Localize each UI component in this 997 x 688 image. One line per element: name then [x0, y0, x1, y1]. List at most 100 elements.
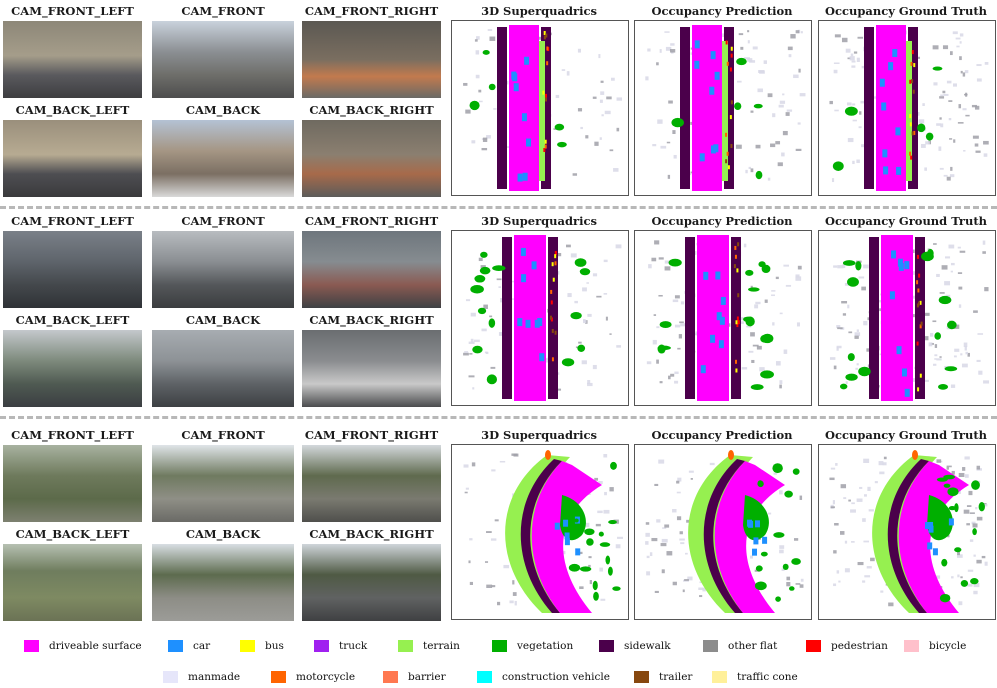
legend-swatch [24, 640, 39, 652]
camera-image-cam-front-right [302, 231, 441, 308]
occupancy-render [463, 235, 622, 401]
camera-label: CAM_BACK_RIGHT [309, 313, 434, 327]
camera-label: CAM_BACK_LEFT [15, 313, 130, 327]
camera-image-cam-back [152, 330, 294, 407]
camera-image-cam-front [152, 21, 294, 98]
legend-item: motorcycle [271, 671, 355, 683]
camera-label: CAM_FRONT [181, 428, 265, 442]
legend-swatch [163, 671, 178, 683]
camera-image-cam-back [152, 120, 294, 197]
camera-image-cam-back-right [302, 120, 441, 197]
camera-label: CAM_BACK_RIGHT [309, 527, 434, 541]
legend-swatch [634, 671, 649, 683]
camera-image-cam-front-right [302, 445, 441, 522]
occupancy-render [645, 25, 806, 191]
camera-label: CAM_FRONT [181, 4, 265, 18]
camera-label: CAM_FRONT_RIGHT [304, 428, 439, 442]
legend-label: traffic cone [737, 671, 798, 683]
panel-title: 3D Superquadrics [481, 428, 597, 442]
legend-item: pedestrian [806, 640, 888, 652]
legend-label: manmade [188, 671, 241, 683]
legend-label: truck [339, 640, 368, 652]
row-divider [0, 206, 997, 209]
panel-title: Occupancy Prediction [651, 428, 793, 442]
camera-image-cam-front-left [3, 21, 142, 98]
legend-item: traffic cone [712, 671, 798, 683]
legend-label: other flat [728, 640, 778, 652]
camera-label: CAM_FRONT_LEFT [11, 214, 134, 228]
legend-swatch [477, 671, 492, 683]
legend-swatch [398, 640, 413, 652]
camera-image-cam-back-right [302, 330, 441, 407]
panel-title: Occupancy Ground Truth [824, 214, 988, 228]
camera-image-cam-back [152, 544, 294, 621]
legend-item: construction vehicle [477, 671, 610, 683]
legend-swatch [492, 640, 507, 652]
occupancy-panel-occupancy-ground-truth [818, 20, 996, 196]
legend-item: driveable surface [24, 640, 142, 652]
legend-label: car [193, 640, 211, 652]
occupancy-panel-occupancy-prediction [634, 230, 812, 406]
legend-swatch [599, 640, 614, 652]
camera-label: CAM_BACK [185, 313, 261, 327]
legend-swatch [168, 640, 183, 652]
camera-image-cam-front-left [3, 231, 142, 308]
occupancy-render [829, 235, 990, 401]
legend-label: bicycle [929, 640, 967, 652]
occupancy-render [645, 450, 804, 613]
legend-item: vegetation [492, 640, 573, 652]
occupancy-panel-occupancy-prediction [634, 20, 812, 196]
legend-item: truck [314, 640, 367, 652]
legend-label: bus [265, 640, 284, 652]
camera-label: CAM_BACK_RIGHT [309, 103, 434, 117]
legend-item: bicycle [904, 640, 966, 652]
occupancy-render [829, 450, 988, 613]
occupancy-panel-3d-superquadrics [451, 20, 629, 196]
panel-title: Occupancy Ground Truth [824, 4, 988, 18]
legend-label: vegetation [517, 640, 574, 652]
legend-item: bus [240, 640, 284, 652]
legend-swatch [712, 671, 727, 683]
camera-label: CAM_BACK [185, 527, 261, 541]
occupancy-render [829, 25, 989, 191]
occupancy-render [646, 235, 802, 401]
legend-label: barrier [408, 671, 446, 683]
row-divider [0, 416, 997, 419]
legend-swatch [314, 640, 329, 652]
camera-image-cam-front-right [302, 21, 441, 98]
legend-swatch [383, 671, 398, 683]
legend-label: construction vehicle [502, 671, 610, 683]
occupancy-panel-3d-superquadrics [451, 444, 629, 620]
camera-label: CAM_BACK [185, 103, 261, 117]
legend-swatch [703, 640, 718, 652]
camera-image-cam-back-right [302, 544, 441, 621]
legend-item: car [168, 640, 210, 652]
panel-title: 3D Superquadrics [481, 4, 597, 18]
camera-label: CAM_FRONT [181, 214, 265, 228]
occupancy-panel-occupancy-ground-truth [818, 230, 996, 406]
legend-label: trailer [659, 671, 693, 683]
panel-title: Occupancy Ground Truth [824, 428, 988, 442]
camera-label: CAM_FRONT_LEFT [11, 4, 134, 18]
camera-label: CAM_FRONT_RIGHT [304, 4, 439, 18]
occupancy-render [463, 450, 623, 613]
legend-label: motorcycle [296, 671, 356, 683]
camera-label: CAM_BACK_LEFT [15, 527, 130, 541]
legend-swatch [271, 671, 286, 683]
legend-label: driveable surface [49, 640, 142, 652]
camera-image-cam-back-left [3, 544, 142, 621]
occupancy-render [463, 25, 623, 191]
legend-item: barrier [383, 671, 446, 683]
occupancy-panel-occupancy-ground-truth [818, 444, 996, 620]
legend-label: sidewalk [624, 640, 671, 652]
panel-title: Occupancy Prediction [651, 4, 793, 18]
legend-swatch [240, 640, 255, 652]
legend-item: other flat [703, 640, 777, 652]
legend-label: pedestrian [831, 640, 888, 652]
camera-image-cam-front [152, 445, 294, 522]
camera-label: CAM_BACK_LEFT [15, 103, 130, 117]
camera-image-cam-back-left [3, 330, 142, 407]
camera-image-cam-front-left [3, 445, 142, 522]
camera-image-cam-back-left [3, 120, 142, 197]
legend-item: manmade [163, 671, 240, 683]
